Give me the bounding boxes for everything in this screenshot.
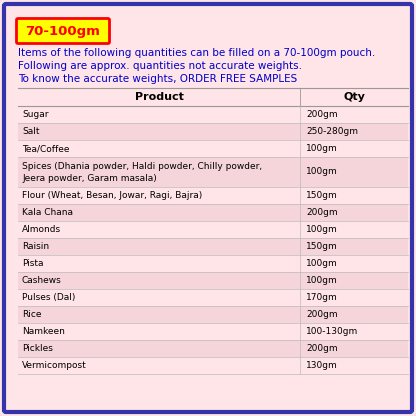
Text: Jeera powder, Garam masala): Jeera powder, Garam masala) — [22, 174, 157, 183]
Text: Kala Chana: Kala Chana — [22, 208, 73, 217]
FancyBboxPatch shape — [4, 4, 412, 412]
Text: 100gm: 100gm — [306, 276, 338, 285]
Text: 170gm: 170gm — [306, 293, 338, 302]
Bar — [18, 323, 408, 340]
FancyBboxPatch shape — [17, 18, 109, 44]
Bar — [18, 238, 408, 255]
Bar — [18, 255, 408, 272]
Text: Salt: Salt — [22, 127, 40, 136]
Text: 100gm: 100gm — [306, 259, 338, 268]
Text: 100gm: 100gm — [306, 225, 338, 234]
Bar — [18, 272, 408, 289]
Text: Spices (Dhania powder, Haldi powder, Chilly powder,: Spices (Dhania powder, Haldi powder, Chi… — [22, 162, 262, 171]
Text: Vermicompost: Vermicompost — [22, 361, 87, 370]
Text: 130gm: 130gm — [306, 361, 338, 370]
Text: Almonds: Almonds — [22, 225, 61, 234]
Text: 70-100gm: 70-100gm — [25, 25, 100, 37]
Bar — [18, 357, 408, 374]
Bar — [18, 187, 408, 204]
Text: Cashews: Cashews — [22, 276, 62, 285]
Text: 200gm: 200gm — [306, 110, 338, 119]
Text: 150gm: 150gm — [306, 242, 338, 251]
Text: 100gm: 100gm — [306, 144, 338, 153]
Text: 200gm: 200gm — [306, 208, 338, 217]
Bar — [18, 106, 408, 123]
Text: Namkeen: Namkeen — [22, 327, 65, 336]
Text: 250-280gm: 250-280gm — [306, 127, 358, 136]
Text: Product: Product — [134, 92, 183, 102]
Bar — [18, 157, 408, 187]
Bar — [18, 140, 408, 157]
Bar — [18, 204, 408, 221]
Bar — [18, 221, 408, 238]
Text: Sugar: Sugar — [22, 110, 49, 119]
Text: Rice: Rice — [22, 310, 42, 319]
Text: Following are approx. quantities not accurate weights.: Following are approx. quantities not acc… — [18, 61, 302, 71]
Text: Raisin: Raisin — [22, 242, 49, 251]
Text: 200gm: 200gm — [306, 310, 338, 319]
Text: 100-130gm: 100-130gm — [306, 327, 358, 336]
Text: Qty: Qty — [343, 92, 365, 102]
Text: Pulses (Dal): Pulses (Dal) — [22, 293, 75, 302]
Text: 100gm: 100gm — [306, 168, 338, 176]
Text: 200gm: 200gm — [306, 344, 338, 353]
Bar — [18, 340, 408, 357]
Text: Tea/Coffee: Tea/Coffee — [22, 144, 69, 153]
Bar — [18, 306, 408, 323]
Text: Flour (Wheat, Besan, Jowar, Ragi, Bajra): Flour (Wheat, Besan, Jowar, Ragi, Bajra) — [22, 191, 202, 200]
Text: Pickles: Pickles — [22, 344, 53, 353]
Text: 150gm: 150gm — [306, 191, 338, 200]
Text: Items of the following quantities can be filled on a 70-100gm pouch.: Items of the following quantities can be… — [18, 48, 375, 58]
Bar — [18, 289, 408, 306]
Text: To know the accurate weights, ORDER FREE SAMPLES: To know the accurate weights, ORDER FREE… — [18, 74, 297, 84]
Bar — [18, 123, 408, 140]
Text: Pista: Pista — [22, 259, 44, 268]
Bar — [18, 88, 408, 106]
